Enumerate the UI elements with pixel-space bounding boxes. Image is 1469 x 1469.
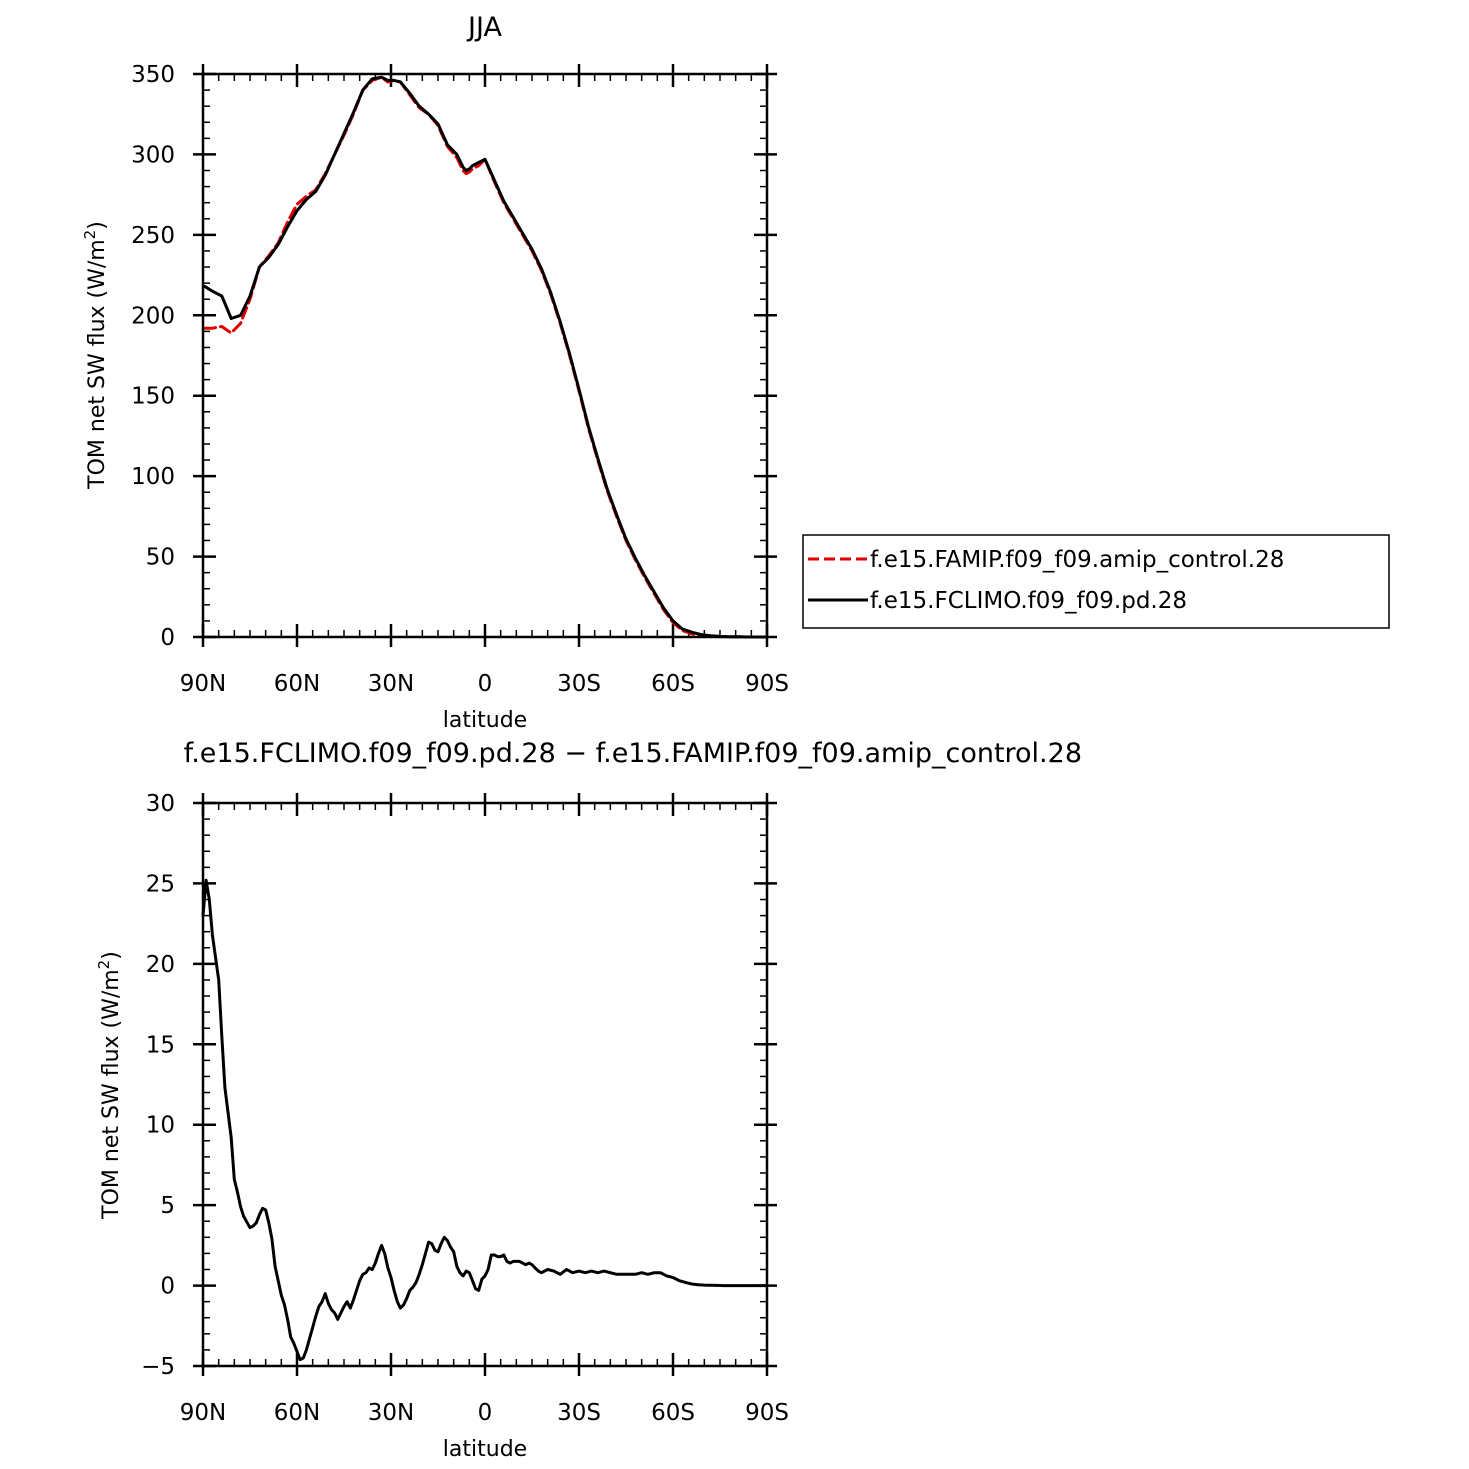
bottom-chart-series xyxy=(201,878,769,1362)
legend: f.e15.FAMIP.f09_f09.amip_control.28 f.e1… xyxy=(802,534,1390,629)
x-tick-label: 30S xyxy=(557,671,601,697)
y-tick-label: 50 xyxy=(146,545,175,571)
x-tick-label: 0 xyxy=(478,1400,493,1426)
y-tick-label: 5 xyxy=(160,1193,175,1219)
x-tick-label: 90S xyxy=(745,671,789,697)
bottom-chart: f.e15.FCLIMO.f09_f09.pd.28 − f.e15.FAMIP… xyxy=(95,738,1082,1462)
y-tick-label: 200 xyxy=(131,303,175,329)
y-tick-label: 25 xyxy=(146,871,175,897)
top-chart-title: JJA xyxy=(466,12,502,43)
x-tick-label: 0 xyxy=(478,671,493,697)
series-line-0 xyxy=(201,878,769,1362)
x-tick-label: 30N xyxy=(368,1400,414,1426)
bottom-chart-xlabel: latitude xyxy=(443,1437,527,1462)
y-tick-label: 100 xyxy=(131,464,175,490)
bottom-chart-title: f.e15.FCLIMO.f09_f09.pd.28 − f.e15.FAMIP… xyxy=(184,738,1082,769)
y-tick-label: 150 xyxy=(131,384,175,410)
x-tick-label: 60N xyxy=(274,671,320,697)
x-tick-label: 60S xyxy=(651,671,695,697)
y-tick-label: 20 xyxy=(146,952,175,978)
legend-label-fclimo: f.e15.FCLIMO.f09_f09.pd.28 xyxy=(870,588,1187,614)
y-tick-label: 350 xyxy=(131,62,175,88)
top-chart-series xyxy=(203,75,767,639)
y-tick-label: 250 xyxy=(131,223,175,249)
bottom-chart-ylabel: TOM net SW flux (W/m2) xyxy=(95,951,124,1220)
series-line-1 xyxy=(203,75,767,639)
x-tick-label: 90N xyxy=(180,1400,226,1426)
top-chart-ticks: 90N 60N 30N 0 30S 60S 90S 0 50 100 150 200 250 300 350 xyxy=(131,62,789,697)
legend-box xyxy=(802,534,1390,629)
y-tick-label: 0 xyxy=(160,625,175,651)
x-tick-label: 60N xyxy=(274,1400,320,1426)
y-tick-label: 15 xyxy=(146,1032,175,1058)
y-tick-label: −5 xyxy=(141,1354,175,1380)
y-tick-label: 0 xyxy=(160,1274,175,1300)
x-tick-label: 30N xyxy=(368,671,414,697)
bottom-chart-frame xyxy=(201,801,769,1368)
top-chart-xlabel: latitude xyxy=(443,708,527,733)
top-chart-frame xyxy=(201,72,769,639)
x-tick-label: 90S xyxy=(745,1400,789,1426)
y-tick-label: 30 xyxy=(146,791,175,817)
x-tick-label: 90N xyxy=(180,671,226,697)
legend-label-famip: f.e15.FAMIP.f09_f09.amip_control.28 xyxy=(870,547,1284,573)
x-tick-label: 60S xyxy=(651,1400,695,1426)
top-chart: JJA 90N 60N 30N 0 30S 60S 90S 0 50 100 150 200 250 30… xyxy=(81,12,1390,733)
x-tick-label: 30S xyxy=(557,1400,601,1426)
top-chart-ylabel: TOM net SW flux (W/m2) xyxy=(81,221,110,490)
y-tick-label: 300 xyxy=(131,142,175,168)
y-tick-label: 10 xyxy=(146,1113,175,1139)
bottom-chart-ticks: 90N 60N 30N 0 30S 60S 90S −5 0 5 10 15 20 25 30 xyxy=(141,791,789,1426)
